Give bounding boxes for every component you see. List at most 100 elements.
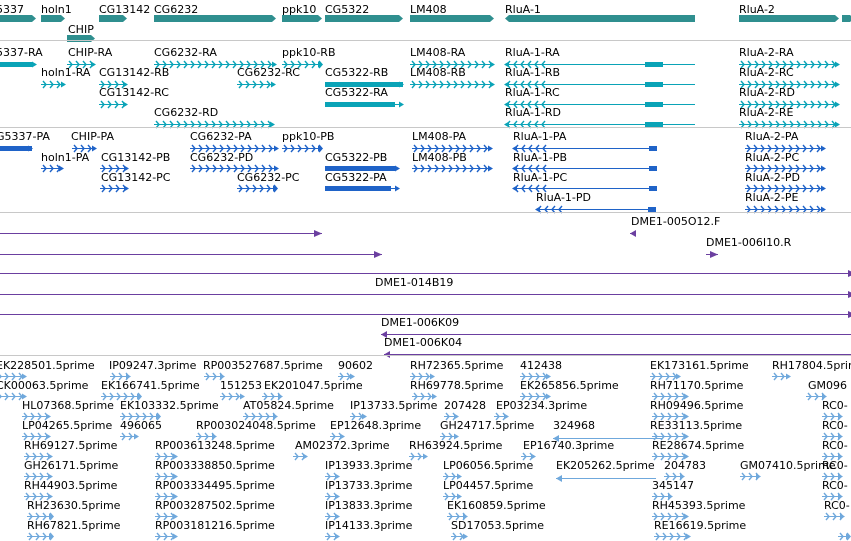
- est-track-feature[interactable]: [155, 532, 178, 541]
- protein-track-feature[interactable]: [72, 144, 97, 153]
- est-track-feature[interactable]: [652, 392, 689, 401]
- gene-track-feature[interactable]: [41, 15, 65, 22]
- gene-track-feature-label[interactable]: CG5322: [325, 3, 370, 16]
- protein-track-feature-label[interactable]: LM408-PB: [412, 151, 467, 164]
- gene-track-feature-label[interactable]: RluA-1: [505, 3, 541, 16]
- est-track-feature[interactable]: [0, 372, 27, 381]
- protein-track-feature-label[interactable]: CG6232-PA: [190, 130, 252, 143]
- est-track-feature[interactable]: [325, 492, 340, 501]
- est-track-feature[interactable]: [822, 492, 843, 501]
- est-track-feature-label[interactable]: IP13833.3prime: [325, 499, 413, 512]
- transcript-track-feature-label[interactable]: holn1-RA: [41, 66, 91, 79]
- est-track-feature[interactable]: [652, 452, 689, 461]
- protein-track-feature-label[interactable]: LM408-PA: [412, 130, 467, 143]
- est-track-feature-label[interactable]: RH17804.5prime: [772, 359, 851, 372]
- transcript-track-feature[interactable]: [739, 60, 840, 69]
- transcript-track-feature-label[interactable]: RluA-2-RC: [739, 66, 794, 79]
- transcript-track-feature-label[interactable]: ppk10-RB: [282, 46, 336, 59]
- est-track-feature[interactable]: [196, 432, 217, 441]
- protein-track-feature-label[interactable]: holn1-PA: [41, 151, 90, 164]
- protein-track-feature[interactable]: [745, 205, 826, 214]
- transcript-track-feature-label[interactable]: 5337-RA: [0, 46, 43, 59]
- est-track-feature-label[interactable]: RP003613248.5prime: [155, 439, 275, 452]
- est-track-feature-label[interactable]: EK103332.5prime: [120, 399, 219, 412]
- est-track-feature-label[interactable]: RE28674.5prime: [652, 439, 745, 452]
- transcript-track-feature[interactable]: [237, 80, 276, 89]
- est-track-feature[interactable]: [822, 412, 843, 421]
- protein-track-feature[interactable]: [412, 144, 493, 153]
- transcript-track-feature[interactable]: [41, 80, 66, 89]
- transcript-track-feature-label[interactable]: CG6232-RA: [154, 46, 217, 59]
- est-track-feature-label[interactable]: EK201047.5prime: [264, 379, 363, 392]
- clone-track-feature[interactable]: [0, 251, 382, 258]
- gene-track-feature[interactable]: [0, 15, 36, 22]
- est-track-feature-label[interactable]: LP04457.5prime: [443, 479, 534, 492]
- protein-track-feature[interactable]: [100, 164, 129, 173]
- est-track-feature-label[interactable]: EP03234.3prime: [496, 399, 588, 412]
- est-track-feature[interactable]: [652, 492, 673, 501]
- protein-track-feature[interactable]: [535, 205, 656, 214]
- est-track-feature-label[interactable]: IP14133.3prime: [325, 519, 413, 532]
- est-track-feature-label[interactable]: AT05824.5prime: [243, 399, 334, 412]
- est-track-feature-label[interactable]: 204783: [664, 459, 706, 472]
- protein-track-feature[interactable]: [512, 184, 657, 193]
- transcript-track-feature[interactable]: [739, 100, 840, 109]
- transcript-track-feature-label[interactable]: RluA-2-RE: [739, 106, 794, 119]
- protein-track-feature[interactable]: [190, 164, 279, 173]
- est-track-feature[interactable]: [204, 372, 225, 381]
- est-track-feature-label[interactable]: RH44903.5prime: [24, 479, 118, 492]
- est-track-feature[interactable]: [24, 472, 53, 481]
- clone-track-feature[interactable]: [706, 251, 718, 258]
- est-track-feature[interactable]: [293, 452, 308, 461]
- protein-track-feature-label[interactable]: RluA-1-PB: [513, 151, 568, 164]
- est-track-feature[interactable]: [443, 492, 462, 501]
- est-track-feature-label[interactable]: IP13733.3prime: [325, 479, 413, 492]
- protein-track-feature-label[interactable]: CG5322-PB: [325, 151, 388, 164]
- est-track-feature[interactable]: [824, 512, 845, 521]
- transcript-track-feature[interactable]: [99, 100, 128, 109]
- transcript-track-feature-label[interactable]: RluA-1-RC: [505, 86, 560, 99]
- protein-track-feature[interactable]: [282, 144, 323, 153]
- gene-track-feature-label[interactable]: CG6232: [154, 3, 199, 16]
- est-track-feature[interactable]: [24, 452, 53, 461]
- protein-track-feature[interactable]: [745, 164, 826, 173]
- est-track-feature-label[interactable]: 90602: [338, 359, 373, 372]
- gene-track-feature-label[interactable]: ppk10: [282, 3, 317, 16]
- est-track-feature-label[interactable]: IP09247.3prime: [109, 359, 197, 372]
- est-track-feature[interactable]: [325, 512, 340, 521]
- protein-track-feature[interactable]: [41, 164, 64, 173]
- est-track-feature-label[interactable]: RP003527687.5prime: [203, 359, 323, 372]
- protein-track-feature[interactable]: [325, 165, 400, 172]
- est-track-feature-label[interactable]: RH72365.5prime: [410, 359, 504, 372]
- est-track-feature-label[interactable]: 345147: [652, 479, 694, 492]
- est-track-feature[interactable]: [664, 472, 685, 481]
- gene-track-feature[interactable]: [282, 15, 322, 22]
- protein-track-feature[interactable]: [100, 184, 129, 193]
- protein-track-feature-label[interactable]: RluA-2-PC: [745, 151, 800, 164]
- gene-track-feature[interactable]: [505, 15, 695, 22]
- est-track-feature[interactable]: [155, 452, 178, 461]
- protein-track-feature-label[interactable]: CHIP-PA: [71, 130, 115, 143]
- transcript-track-feature[interactable]: [739, 120, 840, 129]
- clone-track-feature-label[interactable]: DME1-014B19: [375, 276, 454, 289]
- est-track-feature-label[interactable]: EK228501.5prime: [0, 359, 95, 372]
- transcript-track-feature-label[interactable]: LM408-RA: [410, 46, 466, 59]
- est-track-feature-label[interactable]: 324968: [553, 419, 595, 432]
- transcript-track-feature-label[interactable]: RluA-1-RA: [505, 46, 560, 59]
- est-track-feature[interactable]: [350, 412, 367, 421]
- est-track-feature[interactable]: [556, 475, 656, 482]
- clone-track-feature[interactable]: [384, 351, 851, 358]
- est-track-feature-label[interactable]: EK265856.5prime: [520, 379, 619, 392]
- transcript-track-feature[interactable]: [504, 60, 695, 69]
- transcript-track-feature[interactable]: [504, 80, 695, 89]
- est-track-feature-label[interactable]: CK00063.5prime: [0, 379, 89, 392]
- gene-track-feature-label[interactable]: CG13142: [99, 3, 151, 16]
- est-track-feature[interactable]: [325, 472, 340, 481]
- est-track-feature[interactable]: [155, 472, 178, 481]
- est-track-feature-label[interactable]: RH45393.5prime: [652, 499, 746, 512]
- est-track-feature[interactable]: [22, 412, 51, 421]
- transcript-track-feature[interactable]: [739, 80, 840, 89]
- transcript-track-feature-label[interactable]: RluA-1-RD: [505, 106, 562, 119]
- est-track-feature[interactable]: [822, 472, 843, 481]
